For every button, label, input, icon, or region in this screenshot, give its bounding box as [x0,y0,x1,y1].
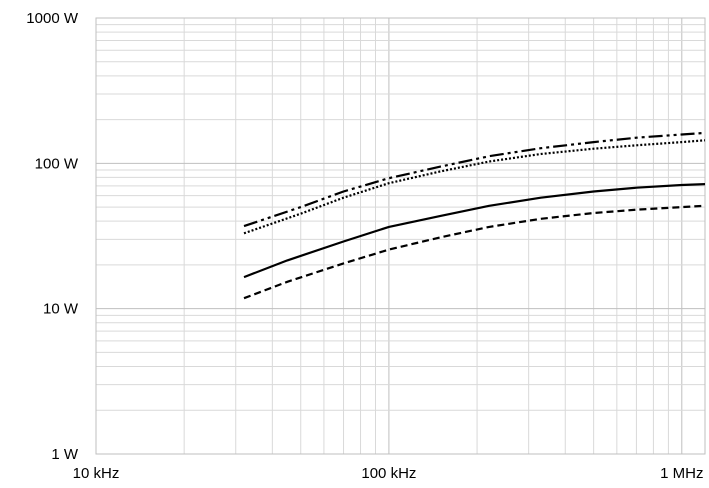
plot-frame [95,17,706,455]
y-tick-label: 100 W [35,155,79,172]
grid [95,17,705,455]
series-line-dash-dot-dot [243,131,706,228]
y-tick-label: 1 W [51,446,79,463]
x-tick-label: 1 MHz [660,465,703,482]
tick-labels: 10 kHz 100 kHz 1 MHz 1 W 10 W 100 W 1000 W [26,10,703,482]
x-tick-label: 10 kHz [73,465,120,482]
x-tick-label: 100 kHz [361,465,416,482]
y-tick-label: 1000 W [26,10,79,27]
series-group [243,131,706,300]
series-line-solid [243,183,706,279]
series-line-dashed [243,204,706,300]
y-tick-label: 10 W [43,301,79,318]
